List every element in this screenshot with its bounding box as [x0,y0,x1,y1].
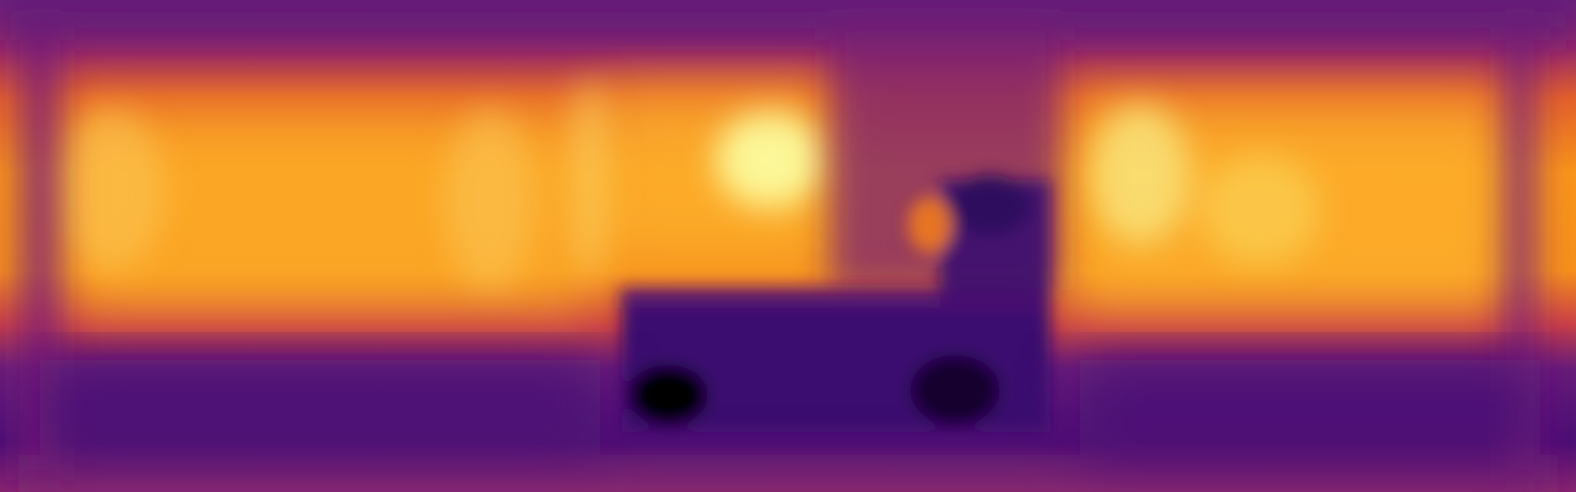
floor-edge [0,470,1576,492]
dark-core-left [628,365,708,425]
hotspot-right-2 [1200,155,1320,265]
floor-left [40,360,600,450]
top-band [0,0,1576,40]
hotspot-left-1 [55,110,165,270]
dark-core-right [910,355,1000,425]
orange-spot [908,197,952,253]
hotspot-right-1 [1090,105,1190,245]
floor-right [1080,360,1540,460]
chair-top [950,175,1030,235]
hotspot-center [715,112,825,208]
hotspot-left-3 [570,80,610,280]
hotspot-left-2 [445,110,535,290]
